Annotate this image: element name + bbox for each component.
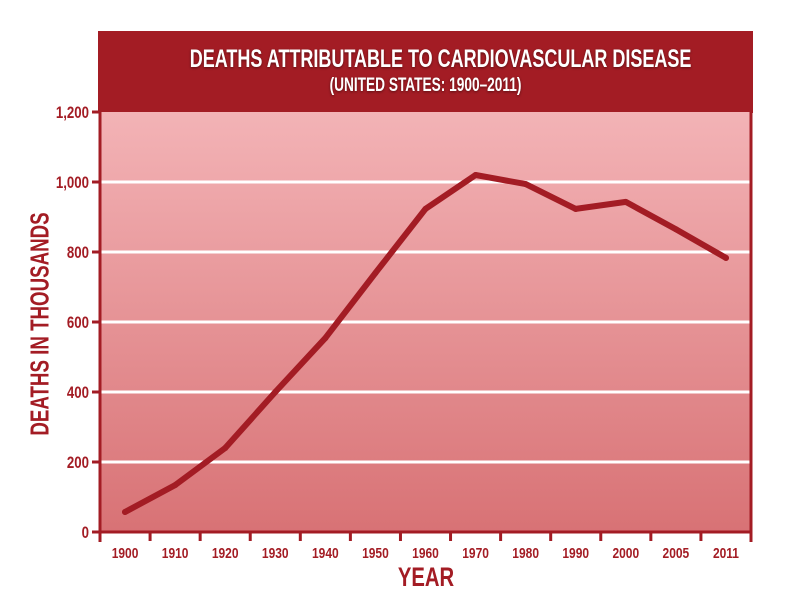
y-tick-label: 1,000 <box>56 174 89 193</box>
y-tick-label: 400 <box>67 384 89 403</box>
data-point <box>272 389 279 395</box>
y-tick-label: 1,200 <box>56 104 89 123</box>
x-tick-label: 1990 <box>562 545 589 562</box>
x-tick-label: 1970 <box>462 545 489 562</box>
x-tick-label: 1920 <box>212 545 239 562</box>
data-point <box>372 270 379 276</box>
y-axis-label: DEATHS IN THOUSANDS <box>24 212 55 436</box>
data-point <box>522 181 529 188</box>
x-tick-label: 1910 <box>162 545 189 562</box>
data-point <box>622 198 629 205</box>
x-tick-label: 2000 <box>612 545 639 562</box>
data-point <box>222 445 229 451</box>
data-point <box>722 254 729 261</box>
data-point <box>672 226 679 233</box>
axes <box>98 108 753 542</box>
x-tick-label: 2011 <box>713 545 739 562</box>
y-tick-label: 0 <box>82 524 89 543</box>
x-axis-ticks: 1900 1910 1920 1930 1940 1950 1960 1970 1980 1990… <box>112 532 739 562</box>
chart-title: DEATHS ATTRIBUTABLE TO CARDIOVASCULAR DI… <box>189 45 692 73</box>
data-point <box>422 205 429 212</box>
data-point <box>322 335 329 342</box>
series-points <box>122 172 729 516</box>
x-tick-label: 1960 <box>412 545 439 562</box>
x-tick-label: 1940 <box>312 545 339 562</box>
chart-header: DEATHS ATTRIBUTABLE TO CARDIOVASCULAR DI… <box>98 31 753 113</box>
x-tick-label: 2005 <box>663 545 690 562</box>
x-axis-label: YEAR <box>397 562 455 592</box>
y-axis-ticks: 0 200 400 600 800 1,000 1,200 <box>56 104 100 543</box>
x-tick-label: 1950 <box>362 545 389 562</box>
x-tick-label: 1980 <box>512 545 539 562</box>
x-tick-label: 1930 <box>262 545 289 562</box>
gridlines <box>100 180 751 464</box>
chart-subtitle: (UNITED STATES: 1900–2011) <box>329 75 522 96</box>
y-tick-label: 600 <box>67 314 89 333</box>
data-point <box>472 172 479 178</box>
y-tick-label: 800 <box>67 244 89 263</box>
data-point <box>172 482 179 489</box>
data-point <box>572 205 579 212</box>
x-tick-label: 1900 <box>112 545 139 562</box>
data-point <box>122 509 129 516</box>
y-tick-label: 200 <box>67 454 89 473</box>
